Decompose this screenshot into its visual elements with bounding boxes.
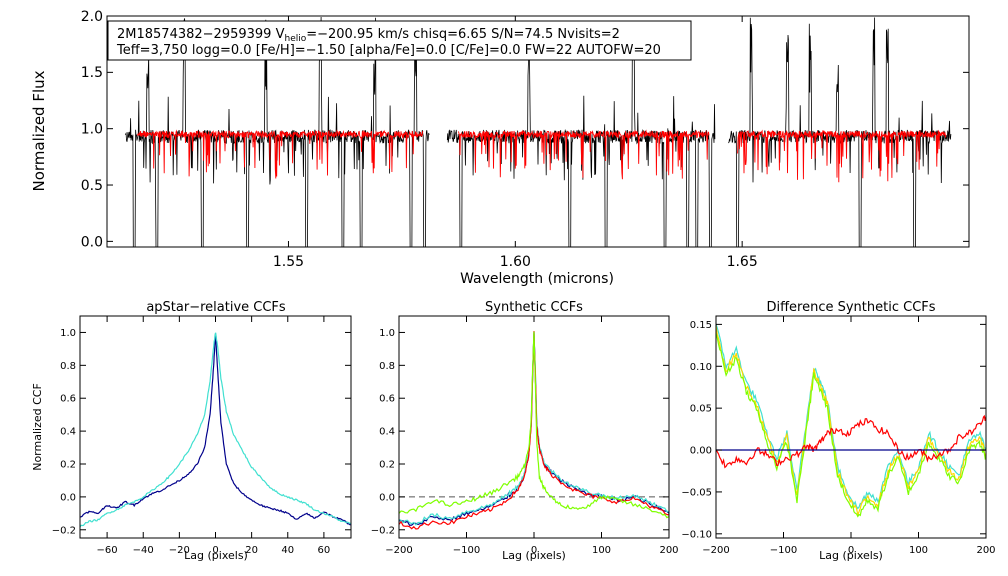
apstar-ccf-ytick-label-5: 0.8 [60, 361, 76, 372]
annotation-line-1-post: =−200.95 km/s chisq=6.65 S/N=74.5 Nvisit… [306, 27, 620, 42]
apstar-ccf-xtick-label-6: 60 [318, 545, 331, 556]
synthetic-ccf-xtick-label-0: −200 [385, 545, 412, 556]
apstar-ccf-xtick-label-3: 0 [212, 545, 218, 556]
difference-ccf-series-visit-1-diff [715, 325, 987, 517]
apstar-ccf-xtick-label-4: 20 [245, 545, 258, 556]
spectrum-plot-area [124, 16, 952, 247]
difference-ccf-series-combined-diff [715, 414, 987, 469]
apstar-ccf-ylabel: Normalized CCF [31, 383, 44, 471]
spectrum-ytick-label-4: 2.0 [81, 9, 103, 25]
spectrum-xtick-label-1: 1.60 [500, 254, 531, 270]
annotation-box [107, 20, 692, 61]
difference-ccf-xtick-label-2: 0 [848, 545, 854, 556]
synthetic-ccf-xtick-label-1: −100 [453, 545, 480, 556]
apstar-ccf-ytick-label-0: −0.2 [52, 525, 76, 536]
apstar-ccf-ytick-label-2: 0.2 [60, 460, 76, 471]
synthetic-ccf-xtick-label-3: 100 [592, 545, 611, 556]
apstar-ccf-xtick-label-2: −20 [169, 545, 190, 556]
spectrum-ytick-label-2: 1.0 [81, 122, 103, 138]
synthetic-ccf-ytick-label-2: 0.2 [379, 460, 395, 471]
spectrum-frame [106, 15, 970, 248]
apstar-ccf-panel: apStar−relative CCFs −60 −40 −20 0 20 40 60 −0.… [31, 300, 352, 562]
difference-ccf-ytick-label-5: 0.15 [690, 320, 712, 331]
apstar-ccf-ytick-label-6: 1.0 [60, 328, 76, 339]
difference-ccf-series-template-diff [715, 333, 987, 518]
difference-ccf-ytick-label-0: −0.10 [681, 529, 712, 540]
apstar-ccf-series-visit-2 [79, 332, 352, 528]
synthetic-ccf-ytick-label-4: 0.6 [379, 394, 395, 405]
difference-ccf-ytick-label-1: −0.05 [681, 487, 712, 498]
spectrum-xtick-label-2: 1.65 [727, 254, 758, 270]
synthetic-ccf-xtick-label-4: 200 [659, 545, 678, 556]
apstar-ccf-xtick-label-0: −60 [97, 545, 118, 556]
difference-ccf-xtick-label-3: 100 [909, 545, 928, 556]
difference-ccf-xlabel: Lag (pixels) [819, 549, 883, 562]
synthetic-ccf-ytick-label-0: −0.2 [371, 525, 395, 536]
difference-ccf-ytick-label-3: 0.05 [690, 404, 712, 415]
spectrum-ytick-label-0: 0.0 [81, 234, 103, 250]
spectrum-xtick-label-0: 1.55 [273, 254, 304, 270]
annotation-line-1: 2M18574382−2959399 Vhelio=−200.95 km/s c… [117, 27, 620, 44]
synthetic-ccf-xlabel: Lag (pixels) [502, 549, 566, 562]
apstar-ccf-xtick-label-1: −40 [133, 545, 154, 556]
synthetic-ccf-series-combined [398, 331, 670, 530]
spectrum-model-chip-0 [136, 129, 424, 179]
apstar-ccf-ytick-label-3: 0.4 [60, 427, 76, 438]
difference-ccf-ytick-label-4: 0.10 [690, 362, 712, 373]
apstar-ccf-ytick-label-4: 0.6 [60, 394, 76, 405]
synthetic-ccf-ytick-label-3: 0.4 [379, 427, 395, 438]
synthetic-ccf-ytick-label-6: 1.0 [379, 328, 395, 339]
synthetic-ccf-title: Synthetic CCFs [485, 300, 583, 315]
apstar-ccf-xtick-label-5: 40 [281, 545, 294, 556]
difference-ccf-xtick-label-4: 200 [976, 545, 995, 556]
spectrum-xlabel: Wavelength (microns) [460, 271, 614, 287]
difference-ccf-xtick-label-1: −100 [770, 545, 797, 556]
apstar-ccf-xlabel: Lag (pixels) [184, 549, 248, 562]
difference-ccf-xtick-label-0: −200 [702, 545, 729, 556]
synthetic-ccf-panel: Synthetic CCFs −200 −100 0 100 200 −0.2 0.0 0.2… [371, 300, 679, 562]
synthetic-ccf-ytick-label-1: 0.0 [379, 492, 395, 503]
difference-ccf-panel: Difference Synthetic CCFs −200 −100 0 100 20… [681, 300, 995, 562]
annotation-line-1-sub: helio [284, 34, 306, 44]
synthetic-ccf-xtick-label-2: 0 [531, 545, 537, 556]
apstar-ccf-ytick-label-1: 0.0 [60, 492, 76, 503]
spectrum-model-chip-2 [737, 129, 947, 183]
synthetic-ccf-series-template [398, 331, 670, 519]
apstar-ccf-title: apStar−relative CCFs [146, 300, 286, 315]
spectrum-ylabel: Normalized Flux [30, 70, 48, 191]
synthetic-ccf-ytick-label-5: 0.8 [379, 361, 395, 372]
annotation-line-2: Teff=3,750 logg=0.0 [Fe/H]=−1.50 [alpha/… [116, 43, 661, 58]
spectrum-model-chip-1 [458, 129, 710, 180]
spectrum-ytick-label-3: 1.5 [81, 65, 103, 81]
spectrum-ytick-label-1: 0.5 [81, 178, 103, 194]
difference-ccf-ytick-label-2: 0.00 [690, 446, 712, 457]
spectrum-panel: 1.55 1.60 1.65 0.0 0.5 1.0 1.5 2.0 Wavelength (… [30, 9, 970, 287]
annotation-line-1-pre: 2M18574382−2959399 V [117, 27, 285, 42]
difference-ccf-title: Difference Synthetic CCFs [766, 300, 935, 315]
